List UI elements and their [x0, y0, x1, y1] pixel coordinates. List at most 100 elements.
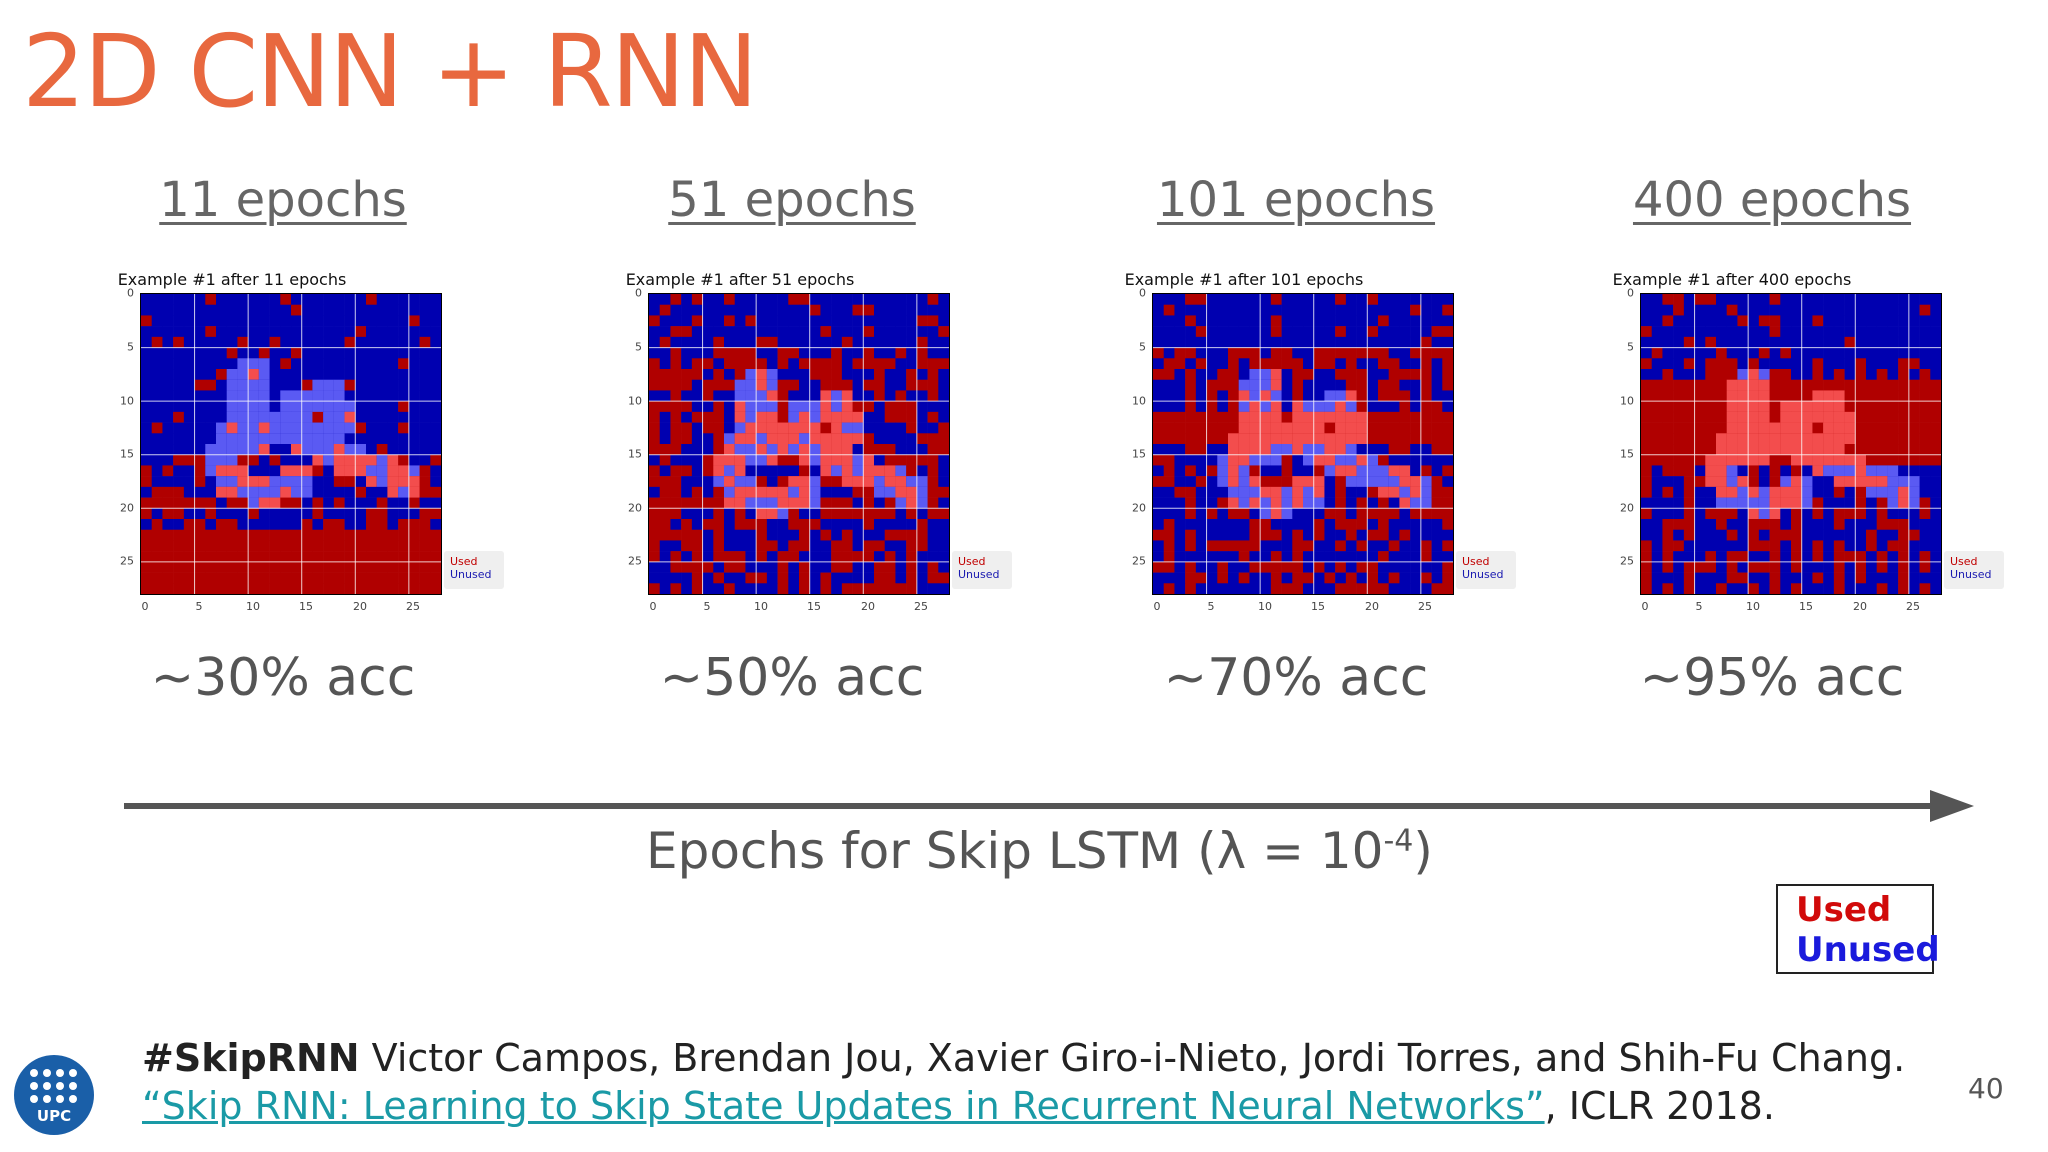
- heatmap-cell: [884, 561, 896, 573]
- heatmap-cell: [291, 326, 303, 338]
- heatmap-cell: [1388, 583, 1400, 594]
- digit-overlay-cell: [248, 497, 260, 509]
- heatmap-cell: [713, 358, 725, 370]
- x-tick: 15: [1799, 600, 1813, 613]
- heatmap-cell: [1683, 476, 1695, 488]
- heatmap-cell: [1866, 326, 1878, 338]
- heatmap-cell: [659, 390, 671, 402]
- heatmap-cell: [1769, 390, 1781, 402]
- heatmap-cell: [1442, 294, 1453, 306]
- heatmap-cell: [713, 379, 725, 391]
- heatmap-cell: [820, 336, 832, 348]
- digit-overlay-cell: [1844, 476, 1856, 488]
- heatmap-cell: [1801, 304, 1813, 316]
- heatmap-cell: [291, 358, 303, 370]
- heatmap-cell: [938, 551, 949, 563]
- heatmap-cell: [1694, 326, 1706, 338]
- heatmap-cell: [194, 454, 206, 466]
- heatmap-cell: [280, 583, 292, 594]
- digit-overlay-cell: [1356, 433, 1368, 445]
- heatmap-cell: [1833, 561, 1845, 573]
- heatmap-cell: [1855, 583, 1867, 594]
- heatmap-cell: [863, 519, 875, 531]
- heatmap-cell: [681, 529, 693, 541]
- heatmap-cell: [1217, 304, 1229, 316]
- y-tick: 15: [1620, 447, 1634, 461]
- heatmap-cell: [173, 454, 185, 466]
- heatmap-cell: [183, 572, 195, 584]
- digit-overlay-cell: [333, 454, 345, 466]
- heatmap-cell: [906, 508, 918, 520]
- heatmap-cell: [344, 583, 356, 594]
- heatmap-cell: [1823, 336, 1835, 348]
- heatmap-cell: [1876, 347, 1888, 359]
- heatmap-cell: [788, 304, 800, 316]
- digit-overlay-cell: [724, 465, 736, 477]
- heatmap-cell: [1367, 422, 1379, 434]
- heatmap-cell: [398, 497, 410, 509]
- heatmap-cell: [1410, 358, 1422, 370]
- heatmap-cell: [1174, 465, 1186, 477]
- paper-link[interactable]: “Skip RNN: Learning to Skip State Update…: [142, 1084, 1545, 1128]
- heatmap-cell: [301, 508, 313, 520]
- heatmap-cell: [1313, 561, 1325, 573]
- heatmap-cell: [1791, 519, 1803, 531]
- heatmap-cell: [1726, 540, 1738, 552]
- heatmap-cell: [1292, 454, 1304, 466]
- heatmap-cell: [355, 486, 367, 498]
- digit-overlay-cell: [756, 369, 768, 381]
- heatmap-cell: [419, 369, 431, 381]
- digit-overlay-cell: [884, 465, 896, 477]
- heatmap-cell: [1651, 379, 1663, 391]
- heatmap-cell: [659, 422, 671, 434]
- heatmap-cell: [1801, 294, 1813, 306]
- heatmap-cell: [1217, 411, 1229, 423]
- heatmap-cell: [1260, 529, 1272, 541]
- heatmap-cell: [1673, 465, 1685, 477]
- heatmap-cell: [323, 583, 335, 594]
- heatmap-cell: [1705, 551, 1717, 563]
- digit-overlay-cell: [1812, 465, 1824, 477]
- digit-overlay-cell: [301, 486, 313, 498]
- heatmap-cell: [1801, 326, 1813, 338]
- heatmap-cell: [691, 529, 703, 541]
- heatmap-cell: [874, 508, 886, 520]
- heatmap-cell: [799, 519, 811, 531]
- heatmap-cell: [269, 390, 281, 402]
- heatmap-cell: [1303, 315, 1315, 327]
- heatmap-cell: [226, 508, 238, 520]
- digit-overlay-cell: [724, 454, 736, 466]
- digit-overlay-cell: [1345, 465, 1357, 477]
- heatmap-cell: [734, 540, 746, 552]
- heatmap-cell: [788, 583, 800, 594]
- heatmap-cell: [831, 315, 843, 327]
- heatmap-cell: [366, 583, 378, 594]
- heatmap-cell: [1641, 304, 1653, 316]
- digit-overlay-cell: [1726, 379, 1738, 391]
- heatmap-cell: [681, 551, 693, 563]
- heatmap-cell: [1662, 390, 1674, 402]
- heatmap-cell: [1420, 433, 1432, 445]
- digit-overlay-cell: [1335, 411, 1347, 423]
- heatmap-cell: [1367, 583, 1379, 594]
- digit-overlay-cell: [1367, 465, 1379, 477]
- heatmap-cell: [1195, 465, 1207, 477]
- heatmap-cell: [1844, 304, 1856, 316]
- heatmap-cell: [659, 358, 671, 370]
- heatmap-cell: [724, 379, 736, 391]
- heatmap-cell: [269, 369, 281, 381]
- heatmap-cell: [916, 369, 928, 381]
- heatmap-cell: [1356, 304, 1368, 316]
- heatmap-cell: [713, 411, 725, 423]
- heatmap-cell: [1694, 497, 1706, 509]
- heatmap-cell: [1919, 369, 1931, 381]
- digit-overlay-cell: [269, 486, 281, 498]
- digit-overlay-cell: [323, 379, 335, 391]
- heatmap-cell: [1431, 336, 1443, 348]
- digit-overlay-cell: [713, 454, 725, 466]
- heatmap-cell: [1930, 540, 1941, 552]
- heatmap-cell: [398, 529, 410, 541]
- heatmap-cell: [788, 379, 800, 391]
- heatmap-cell: [1844, 519, 1856, 531]
- digit-overlay-cell: [1238, 476, 1250, 488]
